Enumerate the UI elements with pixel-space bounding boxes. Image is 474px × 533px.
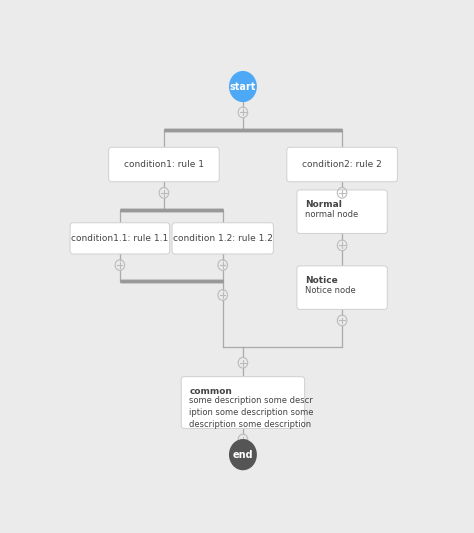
Text: condition 1.2: rule 1.2: condition 1.2: rule 1.2 [173,234,273,243]
FancyBboxPatch shape [297,266,387,309]
FancyBboxPatch shape [70,223,170,254]
Text: condition2: rule 2: condition2: rule 2 [302,160,382,169]
FancyBboxPatch shape [181,377,305,429]
Text: condition1.1: rule 1.1: condition1.1: rule 1.1 [71,234,168,243]
Text: end: end [233,450,253,459]
Text: Normal: Normal [305,200,342,209]
Circle shape [229,71,257,102]
FancyBboxPatch shape [172,223,273,254]
Text: common: common [189,386,232,395]
Text: Notice node: Notice node [305,286,356,295]
Circle shape [229,439,257,470]
Text: normal node: normal node [305,209,358,219]
FancyBboxPatch shape [287,147,397,182]
Text: Notice: Notice [305,276,338,285]
FancyBboxPatch shape [109,147,219,182]
FancyBboxPatch shape [297,190,387,233]
Text: condition1: rule 1: condition1: rule 1 [124,160,204,169]
Text: start: start [230,82,256,92]
Text: some description some descr
iption some description some
description some descri: some description some descr iption some … [189,397,314,429]
